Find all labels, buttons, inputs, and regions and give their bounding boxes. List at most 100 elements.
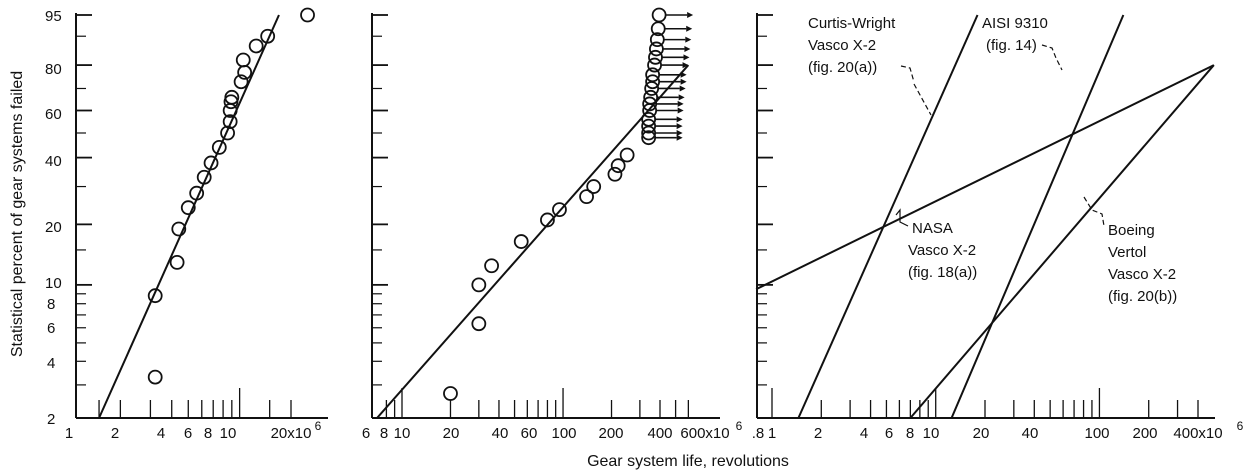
p1-x-tick-6: 6 [184,425,192,442]
p1-x-tick-8: 8 [204,425,212,442]
data-point [235,52,251,68]
panel-2 [371,7,720,419]
data-point [540,212,555,228]
runout-arrowhead [683,54,690,61]
runout-arrowhead [678,94,685,101]
data-point [641,130,657,146]
p3-x-tick-2: 2 [814,425,822,442]
p3-x-tick-1: 1 [768,425,776,442]
nasa-line-3: (fig. 18(a)) [908,264,977,281]
y-tick-labels: 95 80 60 40 20 10 8 6 4 2 [45,8,62,428]
curtis-line-3: (fig. 20(a)) [808,59,877,76]
panel-1 [75,7,328,419]
data-point [610,158,626,174]
curtis-leader [900,65,932,116]
p1-exponent: 6 [315,419,322,433]
p2-exponent: 6 [736,419,743,433]
p3-x-tick-200: 200 [1132,425,1157,442]
p3-x-tick-100: 100 [1084,425,1109,442]
data-point [641,111,657,127]
runout-arrowhead [676,123,683,130]
runout-arrowhead [676,116,683,123]
panel-1-x-tick-labels: 1 2 4 6 8 10 20x10 6 [65,419,322,442]
boeing-line-1: Boeing [1108,222,1155,239]
y-tick-6: 6 [47,320,55,337]
data-point [484,258,499,274]
data-point [300,7,315,23]
y-axis-title: Statistical percent of gear systems fail… [9,71,26,357]
data-point [649,41,664,57]
data-point [443,386,458,401]
p2-x-tick-40: 40 [492,425,509,442]
p3-x-tick-10: 10 [923,425,940,442]
annotation-boeing: Boeing Vertol Vasco X-2 (fig. 20(b)) [1083,196,1177,305]
runout-arrowhead [677,107,684,114]
data-point [471,316,487,332]
data-point [645,74,661,90]
y-tick-10: 10 [45,275,62,292]
fit-line-aisi [950,14,1125,419]
data-point [180,200,196,216]
data-point [649,32,665,48]
p3-exponent: 6 [1237,419,1244,433]
p3-x-tick-20: 20 [973,425,990,442]
boeing-line-4: (fig. 20(b)) [1108,288,1177,305]
data-point [647,57,662,73]
data-point [651,7,667,23]
fit-line-nasa [755,64,1215,291]
y-tick-2: 2 [47,411,55,428]
data-point [211,139,227,155]
data-point [641,118,657,134]
boeing-line-2: Vertol [1108,244,1146,261]
data-point [147,288,163,304]
fit-line [98,14,280,419]
panel-3 [755,13,1215,419]
curtis-line-1: Curtis-Wright [808,15,896,32]
aisi-leader [1041,44,1063,71]
data-point [233,74,249,90]
panel-3-x-tick-labels: .8 1 2 4 6 8 10 20 40 100 200 400x10 6 [752,419,1244,442]
runout-arrowhead [684,45,691,52]
data-point [619,147,635,163]
y-tick-40: 40 [45,153,62,170]
data-point [645,67,661,83]
nasa-line-1: NASA [912,220,953,237]
annotation-nasa: NASA Vasco X-2 (fig. 18(a)) [895,208,977,281]
fit-line [376,64,690,419]
runout-arrowhead [686,25,693,32]
runout-arrowhead [676,129,683,136]
y-tick-80: 80 [45,61,62,78]
runout-arrowhead [682,62,689,69]
p2-x-tick-100: 100 [551,425,576,442]
p1-x-tick-4: 4 [157,425,165,442]
y-tick-4: 4 [47,355,55,372]
p3-x-tick-40: 40 [1022,425,1039,442]
annotation-aisi: AISI 9310 (fig. 14) [982,15,1063,71]
p2-x-tick-8: 8 [380,425,388,442]
data-point [586,179,602,194]
p3-x-tick-400: 400x10 [1173,425,1222,442]
aisi-line-2: (fig. 14) [986,37,1037,54]
data-point [471,277,487,293]
p2-x-tick-400: 400 [647,425,672,442]
runout-arrowhead [679,85,686,92]
p3-x-tick-8: 8 [906,425,914,442]
p1-x-tick-10: 10 [220,425,237,442]
runout-arrowhead [680,78,687,85]
p1-x-tick-1: 1 [65,425,73,442]
data-point [607,166,623,182]
nasa-leader [895,208,909,227]
y-tick-8: 8 [47,296,55,313]
runout-arrowhead [685,36,692,43]
fit-line-curtis-wright [797,14,979,419]
y-tick-60: 60 [45,106,62,123]
p2-x-tick-200: 200 [598,425,623,442]
data-point [552,202,567,218]
p2-x-tick-600: 600x10 [680,425,729,442]
panel-2-x-tick-labels: 6 8 10 20 40 60 100 200 400 600x10 6 [362,419,743,442]
p3-x-tick-4: 4 [860,425,868,442]
aisi-line-1: AISI 9310 [982,15,1048,32]
data-point [147,369,163,385]
annotation-curtis-wright: Curtis-Wright Vasco X-2 (fig. 20(a)) [808,15,932,116]
